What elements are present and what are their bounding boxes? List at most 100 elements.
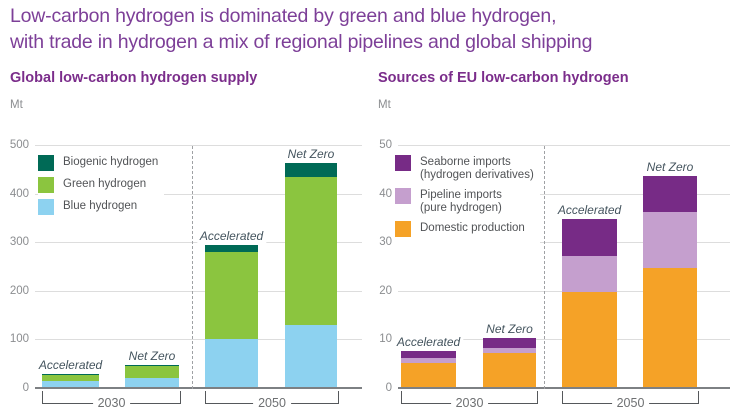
legend-label-line: Biogenic hydrogen xyxy=(63,156,159,168)
scenario-label: Net Zero xyxy=(284,147,338,162)
legend-label-line: (pure hydrogen) xyxy=(420,202,502,214)
y-axis-tick-label: 40 xyxy=(379,187,392,200)
stacked-bar-2050-accelerated xyxy=(205,245,258,387)
bar-segment-blue-hydrogen xyxy=(285,325,337,387)
x-group-label: 2030 xyxy=(450,396,489,410)
bar-segment-green-hydrogen xyxy=(42,374,99,382)
y-axis-tick-label: 50 xyxy=(379,139,392,151)
bar-segment-green-hydrogen xyxy=(205,251,258,340)
y-axis-tick-label: 300 xyxy=(9,236,29,249)
y-axis-tick-label: 20 xyxy=(379,284,392,297)
legend-label: Domestic production xyxy=(420,221,525,235)
stacked-bar-2050-accelerated xyxy=(562,219,617,387)
bar-segment-domestic-production xyxy=(483,352,536,387)
bar-segment-domestic-production xyxy=(643,267,697,387)
bar-segment-pipeline-imports-pure-hydrogen- xyxy=(401,357,456,363)
bar-segment-blue-hydrogen xyxy=(42,381,99,387)
x-group-label: 2030 xyxy=(92,396,131,410)
x-group-label: 2050 xyxy=(611,396,650,410)
right-chart-title: Sources of EU low-carbon hydrogen xyxy=(378,70,629,86)
bar-segment-biogenic-hydrogen xyxy=(125,364,179,366)
y-axis-tick-label: 200 xyxy=(9,284,29,297)
legend-label-line: Seaborne imports xyxy=(420,156,511,168)
legend-swatch xyxy=(395,221,411,237)
legend-item: Green hydrogen xyxy=(38,177,158,193)
stacked-bar-2050-net-zero xyxy=(643,175,697,387)
left-chart-title: Global low-carbon hydrogen supply xyxy=(10,70,258,86)
y-axis-tick-label: 100 xyxy=(9,333,29,346)
plot-area-eu-sources: 0 10 20 30 40 50 Accelerated Net Zero Accelerate… xyxy=(379,139,730,410)
y-axis-tick-label: 500 xyxy=(9,139,29,151)
gridline-40 xyxy=(398,193,730,195)
page-title: Low-carbon hydrogen is dominated by gree… xyxy=(10,3,732,55)
legend-item: Biogenic hydrogen xyxy=(38,155,158,171)
legend-label-line: Blue hydrogen xyxy=(63,200,138,212)
x-group-bracket-2030: 2030 xyxy=(42,391,181,410)
bar-segment-green-hydrogen xyxy=(125,365,179,379)
chart-legend: Seaborne imports (hydrogen derivatives) Pi… xyxy=(395,154,540,244)
legend-swatch xyxy=(38,199,54,215)
bar-segment-pipeline-imports-pure-hydrogen- xyxy=(643,212,697,268)
legend-label-line: Domestic production xyxy=(420,222,525,234)
legend-label: Seaborne imports (hydrogen derivatives) xyxy=(420,155,534,182)
bar-segment-biogenic-hydrogen xyxy=(285,163,337,177)
stacked-bar-2030-accelerated xyxy=(401,350,456,387)
stacked-bar-2030-net-zero xyxy=(125,364,179,387)
gridline-400 xyxy=(35,193,362,195)
legend-label: Pipeline imports (pure hydrogen) xyxy=(420,188,502,215)
x-group-bracket-2050: 2050 xyxy=(562,391,699,410)
chart-legend: Biogenic hydrogen Green hydrogen Blue hydr… xyxy=(38,154,165,222)
legend-item: Domestic production xyxy=(395,221,534,237)
scenario-label: Net Zero xyxy=(643,159,697,174)
x-axis-line xyxy=(398,387,730,389)
legend-label: Biogenic hydrogen xyxy=(63,155,158,169)
plot-area-global-supply: 0 100 200 300 400 500 Accelerated Net Zero Accel… xyxy=(10,139,362,410)
x-group-label: 2050 xyxy=(253,396,291,410)
left-chart-unit-label: Mt xyxy=(10,99,23,111)
stacked-bar-2030-net-zero xyxy=(483,338,536,387)
legend-swatch xyxy=(38,155,54,171)
gridline-500 xyxy=(35,145,362,146)
bar-segment-biogenic-hydrogen xyxy=(205,245,258,252)
bar-segment-seaborne-imports-hydrogen-derivatives- xyxy=(483,338,536,349)
gridline-200 xyxy=(35,290,362,292)
x-axis-line xyxy=(35,387,362,389)
bar-segment-domestic-production xyxy=(562,292,617,387)
bar-segment-pipeline-imports-pure-hydrogen- xyxy=(562,255,617,293)
scenario-label: Accelerated xyxy=(393,334,464,349)
stacked-bar-2030-accelerated xyxy=(42,373,99,387)
right-chart-unit-label: Mt xyxy=(378,99,391,111)
page-title-line1: Low-carbon hydrogen is dominated by gree… xyxy=(10,5,557,27)
y-axis-tick-label: 400 xyxy=(9,187,29,200)
bar-segment-blue-hydrogen xyxy=(125,378,179,387)
scenario-label: Accelerated xyxy=(35,357,106,372)
legend-label: Green hydrogen xyxy=(63,177,146,191)
scenario-label: Accelerated xyxy=(554,203,625,218)
legend-item: Pipeline imports (pure hydrogen) xyxy=(395,188,534,215)
legend-swatch xyxy=(38,177,54,193)
scenario-label: Net Zero xyxy=(125,348,179,363)
y-axis-tick-label: 0 xyxy=(385,382,392,394)
bar-segment-seaborne-imports-hydrogen-derivatives- xyxy=(401,350,456,358)
bar-segment-domestic-production xyxy=(401,362,456,387)
bar-segment-biogenic-hydrogen xyxy=(42,373,99,375)
bar-segment-pipeline-imports-pure-hydrogen- xyxy=(483,348,536,353)
bar-segment-seaborne-imports-hydrogen-derivatives- xyxy=(562,219,617,256)
bar-segment-green-hydrogen xyxy=(285,176,337,326)
gridline-50 xyxy=(398,145,730,146)
page-title-line2: with trade in hydrogen a mix of regional… xyxy=(10,31,593,53)
x-group-bracket-2030: 2030 xyxy=(401,391,538,410)
legend-label-line: Pipeline imports xyxy=(420,189,502,201)
legend-swatch xyxy=(395,188,411,204)
bar-segment-blue-hydrogen xyxy=(205,339,258,387)
stacked-bar-2050-net-zero xyxy=(285,163,337,387)
y-axis-tick-label: 30 xyxy=(379,236,392,249)
x-group-bracket-2050: 2050 xyxy=(205,391,339,410)
period-divider-dashed-line xyxy=(192,146,193,389)
scenario-label: Accelerated xyxy=(196,229,267,244)
legend-item: Seaborne imports (hydrogen derivatives) xyxy=(395,155,534,182)
legend-label-line: (hydrogen derivatives) xyxy=(420,169,534,181)
gridline-100 xyxy=(35,339,362,341)
y-axis-tick-label: 0 xyxy=(22,382,29,394)
